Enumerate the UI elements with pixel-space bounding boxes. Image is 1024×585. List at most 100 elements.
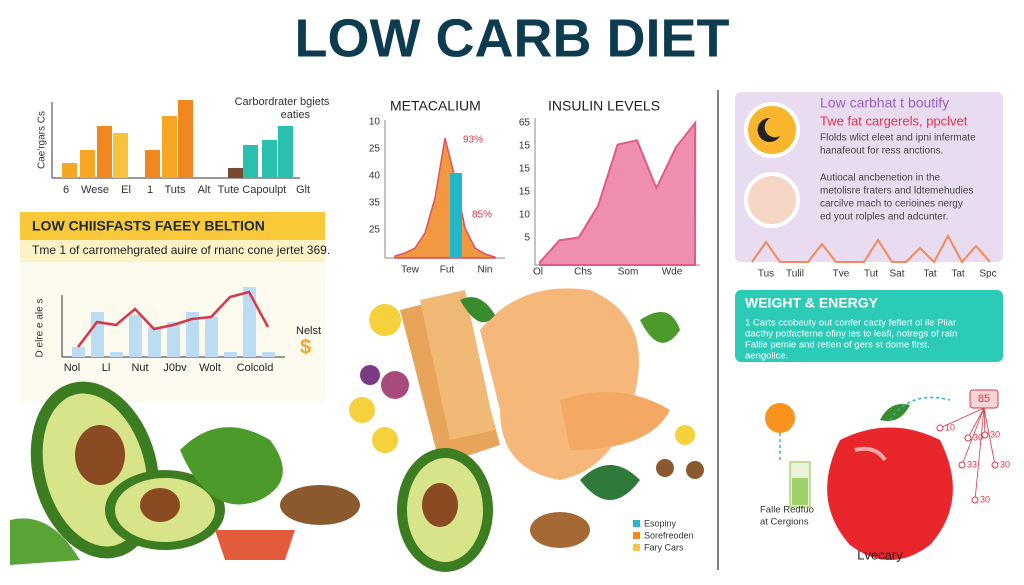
card-text: metolisre fraters and ldtemehudies (820, 186, 973, 197)
node-label: 10 (945, 422, 955, 432)
y-tick-label: 25 (369, 225, 381, 236)
x-tick-label: Spc (979, 269, 996, 280)
y-tick-label: 15 (519, 164, 531, 175)
node (958, 461, 966, 469)
y-tick-label: 40 (369, 171, 381, 182)
x-tick-label: Tew (401, 265, 420, 276)
y-tick-label: 5 (524, 233, 530, 244)
node (964, 434, 972, 442)
x-tick-label: Nol (64, 362, 81, 374)
x-tick-label: Wese (81, 184, 109, 196)
node (971, 496, 979, 504)
bar (129, 315, 142, 357)
bar (178, 100, 193, 178)
bar (262, 352, 275, 357)
x-tick-label: Tut (864, 269, 878, 280)
bar (278, 126, 293, 178)
bar (243, 145, 258, 178)
y-tick-label: 10 (369, 117, 381, 128)
card-subtitle: Twe fat cargerels, ppclvet (820, 113, 968, 128)
x-tick-label: Ol (533, 267, 543, 278)
card-title: Low carbhat t boutify (820, 95, 949, 111)
area (539, 120, 697, 266)
bar (145, 150, 160, 178)
bar (186, 312, 199, 357)
card-text: carcilve mach to cerioines nergy (820, 199, 963, 210)
bar (72, 347, 85, 357)
x-tick-label: Tus (758, 269, 774, 280)
x-tick-label: 6 (63, 184, 69, 196)
bar (80, 150, 95, 178)
x-tick-label: Tuts (165, 184, 186, 196)
icon (744, 172, 800, 228)
weight-panel (735, 290, 1003, 362)
x-tick-label: 1 (147, 184, 153, 196)
legend-label: Esopiny (644, 518, 677, 528)
x-tick-label: Fut (440, 265, 455, 276)
line (751, 233, 991, 264)
node (991, 461, 999, 469)
note: at Cergions (760, 517, 809, 528)
node-label: 30 (1000, 459, 1010, 469)
x-tick-label: Nin (477, 265, 492, 276)
bar (91, 312, 104, 357)
y-tick-label: 35 (369, 198, 381, 209)
annotation: 93% (463, 135, 483, 146)
panel-text: dacthy potfacferne ofiny les to leafi, n… (745, 329, 957, 340)
x-tick-label: Glt (296, 184, 310, 196)
chart-title: INSULIN LEVELS (548, 98, 660, 114)
banner-band (20, 240, 325, 262)
title: LOW CARB DIET (295, 8, 730, 68)
connector (983, 407, 996, 466)
x-tick-label: Colcold (237, 362, 274, 374)
info-card (735, 92, 1003, 262)
x-tick-label: Wde (662, 267, 683, 278)
node (936, 424, 944, 432)
x-tick-label: Som (618, 267, 639, 278)
legend-swatch (633, 520, 640, 527)
moon-icon (757, 117, 780, 142)
x-tick-label: Chs (574, 267, 592, 278)
bar (228, 168, 243, 178)
bar (167, 322, 180, 357)
x-tick-label: Wolt (199, 362, 221, 374)
x-tick-label: Sat (889, 269, 904, 280)
banner-title: LOW CHIISFASTS FAEEY BELTION (32, 218, 265, 234)
node-label: 30 (990, 429, 1000, 439)
node-label: 85 (978, 393, 990, 405)
legend-swatch (633, 544, 640, 551)
symbol: $ (300, 336, 311, 358)
x-tick-label: Tute Capoulpt (218, 184, 287, 196)
banner-text: Tme 1 of carromehgrated auire of rnanc c… (32, 243, 330, 257)
chart-title: METACALIUM (390, 98, 481, 114)
line (77, 290, 270, 348)
bar (113, 133, 128, 178)
annotation: 85% (472, 210, 492, 221)
x-tick-label: Alt (198, 184, 211, 196)
bar (224, 352, 237, 357)
card-text: ed yout rolples and adcunter. (820, 212, 948, 223)
y-tick-label: 65 (519, 118, 531, 129)
x-tick-label: Nut (131, 362, 148, 374)
bar (243, 287, 256, 357)
legend-label: Fary Cars (644, 542, 684, 552)
node-label: 33 (967, 459, 977, 469)
connector (939, 407, 985, 429)
x-tick-label: Tve (833, 269, 850, 280)
card-text: Flolds wlict eleet and ipni infermate (820, 133, 976, 144)
panel-text: 1 Carts ccobeuty out confer cacty fefler… (745, 318, 956, 329)
connector (983, 407, 986, 436)
bar (450, 173, 462, 258)
bar (148, 327, 161, 357)
legend-swatch (633, 532, 640, 539)
y-tick-label: 15 (519, 187, 531, 198)
node-label: 30 (980, 494, 990, 504)
y-tick-label: 15 (519, 141, 531, 152)
connector (967, 407, 985, 439)
x-tick-label: El (121, 184, 131, 196)
note: Falle Redfuo (760, 505, 814, 516)
legend-label: Sorefreoden (644, 530, 694, 540)
chart-title: Carbordrater bgiets (235, 96, 330, 108)
bar (110, 352, 123, 357)
